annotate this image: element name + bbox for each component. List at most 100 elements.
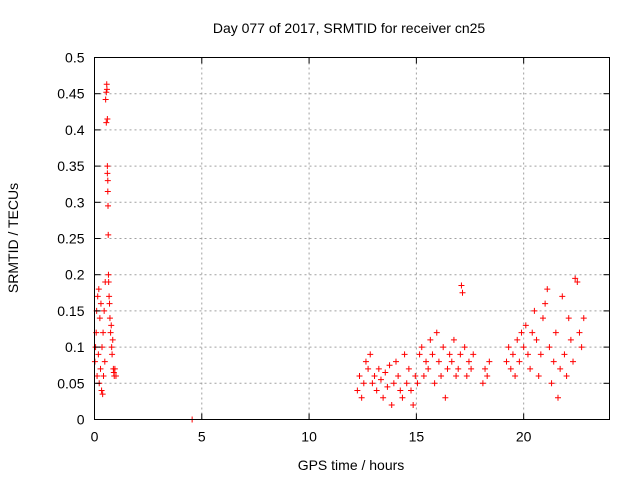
data-point bbox=[105, 271, 112, 278]
data-point bbox=[561, 351, 568, 358]
data-point bbox=[546, 344, 553, 351]
data-point bbox=[535, 373, 542, 380]
data-point bbox=[576, 329, 583, 336]
data-point bbox=[397, 387, 404, 394]
data-point bbox=[503, 358, 510, 365]
data-point bbox=[109, 336, 116, 343]
y-tick-label: 0.5 bbox=[65, 50, 85, 66]
data-point bbox=[482, 365, 489, 372]
grid bbox=[94, 57, 610, 420]
data-point bbox=[354, 387, 361, 394]
y-tick-label: 0.4 bbox=[65, 122, 85, 138]
data-point bbox=[384, 383, 391, 390]
data-point bbox=[104, 116, 111, 123]
data-point bbox=[484, 373, 491, 380]
data-point bbox=[544, 286, 551, 293]
data-point bbox=[95, 286, 102, 293]
axis-ticks: 0 0.05 0.1 0.15 0.2 0.25 0.3 0.35 0.4 0.45 0.5 0 5 10… bbox=[57, 50, 610, 445]
data-point bbox=[104, 170, 111, 177]
data-point bbox=[369, 380, 376, 387]
data-point bbox=[392, 358, 399, 365]
data-point bbox=[461, 344, 468, 351]
data-point bbox=[453, 373, 460, 380]
data-point bbox=[403, 380, 410, 387]
data-point bbox=[559, 293, 566, 300]
data-point bbox=[371, 373, 378, 380]
data-point bbox=[101, 307, 108, 314]
data-point bbox=[104, 188, 111, 195]
data-point bbox=[572, 275, 579, 282]
data-point bbox=[539, 315, 546, 322]
data-point bbox=[96, 315, 103, 322]
data-point bbox=[380, 394, 387, 401]
data-point bbox=[578, 344, 585, 351]
data-point bbox=[520, 344, 527, 351]
data-point bbox=[435, 358, 442, 365]
data-point bbox=[533, 336, 540, 343]
x-axis-label: GPS time / hours bbox=[298, 457, 405, 473]
data-point bbox=[373, 387, 380, 394]
data-point bbox=[365, 365, 372, 372]
x-tick-label: 0 bbox=[91, 429, 99, 445]
data-point bbox=[450, 336, 457, 343]
x-tick-label: 15 bbox=[409, 429, 425, 445]
data-point bbox=[112, 373, 119, 380]
data-point bbox=[401, 351, 408, 358]
data-point bbox=[103, 89, 110, 96]
data-point bbox=[459, 289, 466, 296]
data-point bbox=[100, 373, 107, 380]
data-point bbox=[563, 373, 570, 380]
data-point bbox=[377, 376, 384, 383]
data-point bbox=[509, 351, 516, 358]
data-point bbox=[94, 373, 101, 380]
x-tick-label: 10 bbox=[301, 429, 317, 445]
data-point bbox=[507, 365, 514, 372]
data-point bbox=[580, 315, 587, 322]
data-point bbox=[557, 365, 564, 372]
data-point bbox=[386, 362, 393, 369]
y-tick-label: 0.2 bbox=[65, 267, 85, 283]
data-point bbox=[531, 307, 538, 314]
data-point bbox=[470, 351, 477, 358]
data-point bbox=[412, 373, 419, 380]
data-point bbox=[98, 387, 105, 394]
y-tick-label: 0.1 bbox=[65, 339, 85, 355]
y-tick-label: 0.05 bbox=[57, 375, 84, 391]
data-point bbox=[438, 373, 445, 380]
data-point bbox=[103, 81, 110, 88]
data-point bbox=[518, 329, 525, 336]
data-point bbox=[574, 278, 581, 285]
data-point bbox=[555, 394, 561, 401]
data-point bbox=[433, 329, 440, 336]
y-tick-label: 0.35 bbox=[57, 158, 84, 174]
data-point bbox=[395, 373, 402, 380]
data-point bbox=[414, 380, 421, 387]
data-point bbox=[106, 300, 113, 307]
data-point bbox=[512, 373, 519, 380]
data-point bbox=[108, 344, 115, 351]
data-point bbox=[94, 293, 101, 300]
data-point bbox=[107, 329, 114, 336]
data-point bbox=[410, 402, 417, 409]
data-point bbox=[111, 365, 118, 372]
y-axis-label: SRMTID / TECUs bbox=[5, 183, 21, 293]
data-point bbox=[570, 358, 577, 365]
data-point bbox=[420, 373, 427, 380]
data-point bbox=[548, 380, 555, 387]
data-point bbox=[356, 373, 363, 380]
data-point bbox=[375, 365, 382, 372]
data-point bbox=[103, 119, 110, 126]
data-point bbox=[388, 402, 395, 409]
data-point bbox=[465, 358, 472, 365]
data-point bbox=[486, 358, 493, 365]
x-tick-label: 20 bbox=[516, 429, 532, 445]
data-point bbox=[457, 351, 464, 358]
data-point bbox=[458, 282, 465, 289]
data-point bbox=[431, 380, 438, 387]
y-tick-label: 0 bbox=[77, 412, 85, 428]
data-point bbox=[105, 202, 112, 209]
data-point bbox=[97, 365, 104, 372]
data-point bbox=[479, 380, 486, 387]
data-point bbox=[425, 365, 432, 372]
